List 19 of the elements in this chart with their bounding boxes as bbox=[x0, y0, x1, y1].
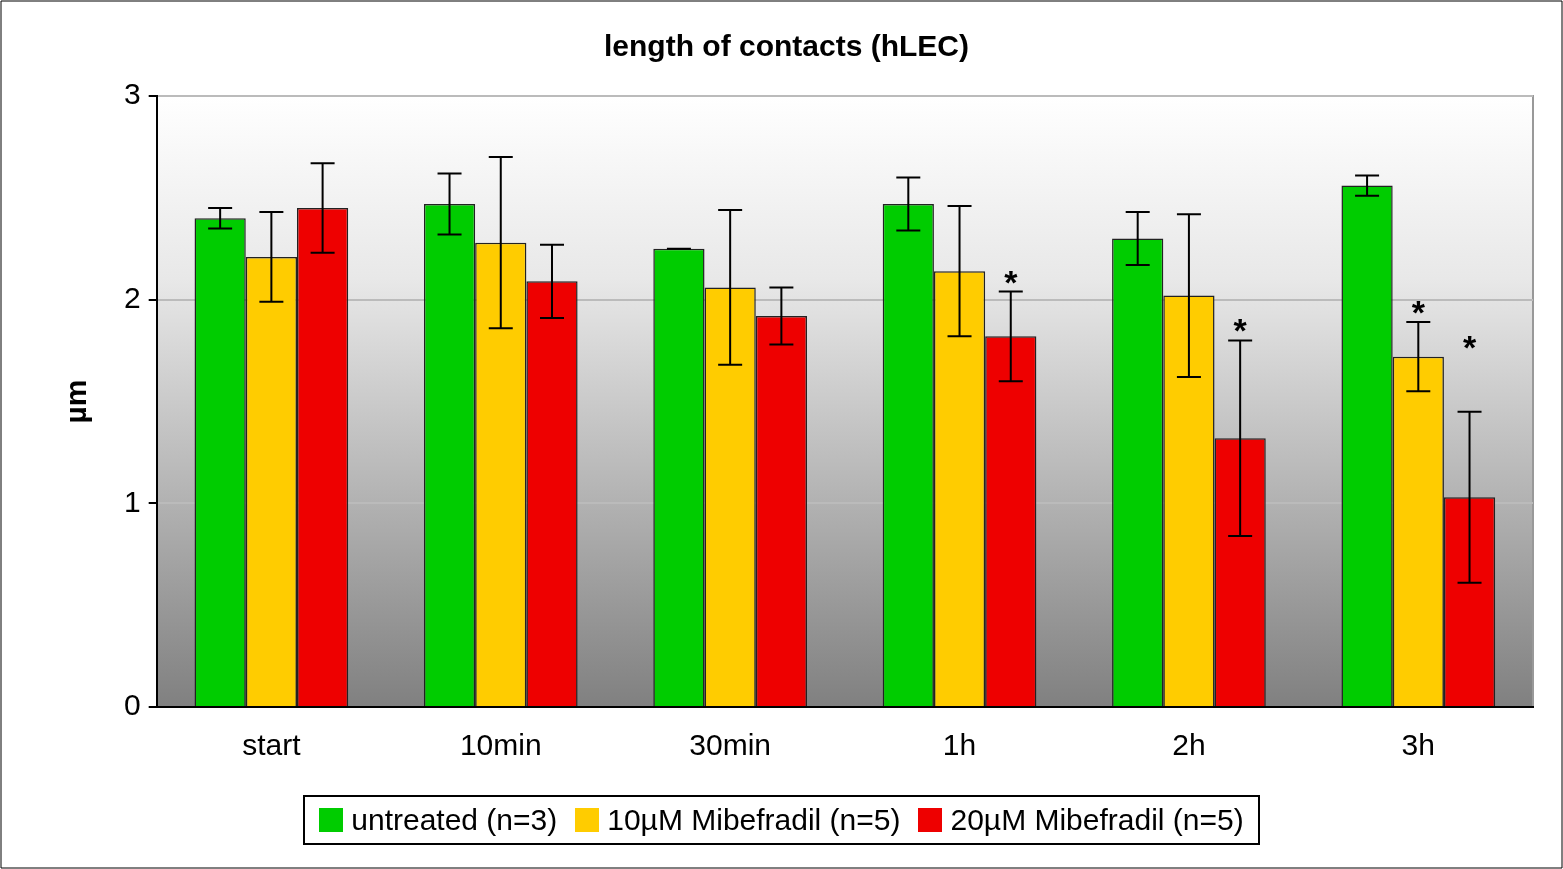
y-axis-title: µm bbox=[59, 379, 93, 424]
annotation: * bbox=[1004, 262, 1019, 301]
y-tick-label: 0 bbox=[124, 688, 141, 722]
legend-label: 10µM Mibefradil (n=5) bbox=[607, 803, 901, 837]
annotation: * bbox=[1411, 293, 1426, 332]
legend-label: 20µM Mibefradil (n=5) bbox=[950, 803, 1244, 837]
y-tick-label: 3 bbox=[124, 77, 141, 111]
x-tick-label: 3h bbox=[1401, 728, 1435, 762]
y-tick-label: 2 bbox=[124, 280, 141, 314]
legend-label: untreated (n=3) bbox=[351, 803, 558, 837]
x-tick-label: 30min bbox=[689, 728, 772, 762]
x-tick-label: 1h bbox=[942, 728, 977, 762]
chart-title: length of contacts (hLEC) bbox=[604, 29, 969, 63]
x-tick-label: 10min bbox=[459, 728, 542, 762]
x-tick-label: 2h bbox=[1172, 728, 1206, 762]
annotation: * bbox=[1462, 327, 1477, 366]
y-tick-label: 1 bbox=[124, 484, 141, 518]
x-tick-label: start bbox=[242, 728, 302, 762]
annotation: * bbox=[1233, 311, 1248, 350]
